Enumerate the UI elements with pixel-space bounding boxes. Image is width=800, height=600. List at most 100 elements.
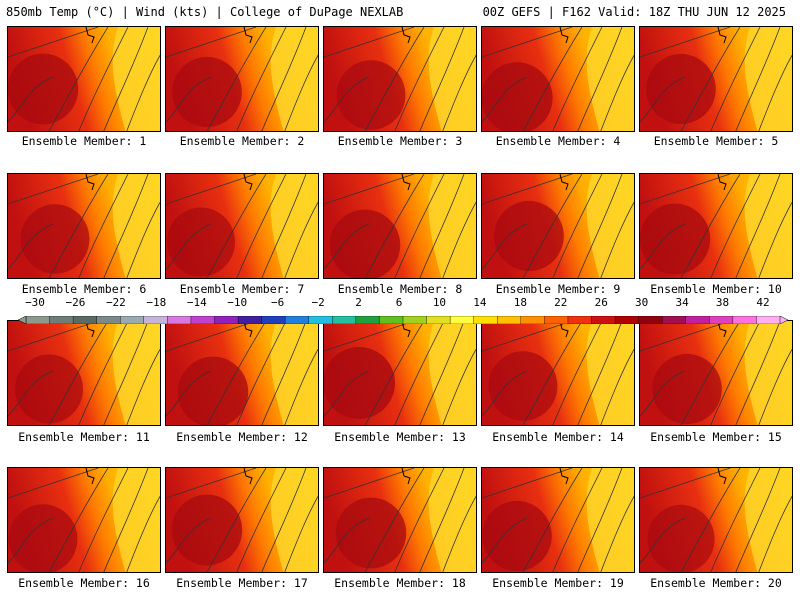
height-contour-line: [324, 223, 370, 270]
colorbar-tick-label: 34: [675, 296, 689, 309]
colorbar-tick-label: 22: [554, 296, 568, 309]
height-contour-line: [710, 174, 761, 278]
colorbar-segment: [402, 315, 428, 325]
cooler-region: [270, 174, 318, 278]
ensemble-member-label: Ensemble Member: 13: [334, 430, 466, 444]
colorbar-segment: [614, 315, 640, 325]
height-contour-line: [166, 76, 212, 123]
temperature-colorbar: [17, 309, 789, 325]
height-contour-line: [552, 174, 603, 278]
temperature-field-map: [324, 27, 476, 131]
colorbar-low-arrow: [17, 315, 27, 325]
temperature-field-map: [166, 27, 318, 131]
height-contour-line: [284, 495, 318, 572]
cooler-region: [428, 321, 476, 425]
coastline: [559, 468, 569, 485]
colorbar-segment: [72, 315, 98, 325]
ensemble-member-panel: [165, 320, 319, 426]
height-contour-line: [600, 495, 634, 572]
colorbar-segment: [591, 315, 616, 325]
colorbar-tick-label: 14: [473, 296, 487, 309]
height-contour-line: [261, 27, 307, 131]
temperature-field-map: [482, 174, 634, 278]
height-contour-line: [758, 201, 792, 278]
height-contour-line: [126, 201, 160, 278]
coastline: [401, 468, 411, 485]
coastline: [401, 27, 411, 44]
height-contour-line: [364, 27, 425, 131]
height-contour-line: [600, 54, 634, 131]
ensemble-member-panel: [7, 320, 161, 426]
coastline: [243, 321, 253, 338]
warm-core-region: [15, 354, 83, 424]
height-contour-line: [261, 174, 307, 278]
colorbar-tick-label: −18: [146, 296, 167, 309]
temperature-field-map: [166, 468, 318, 572]
height-contour-line: [48, 468, 109, 572]
ensemble-member-label: Ensemble Member: 1: [21, 134, 147, 148]
colorbar-segment: [49, 315, 74, 325]
ensemble-member-label: Ensemble Member: 9: [495, 282, 621, 296]
cooler-region: [744, 321, 792, 425]
height-contour-line: [680, 27, 741, 131]
height-contour-line: [522, 321, 583, 425]
coastline: [717, 27, 727, 44]
height-contour-line: [8, 321, 99, 352]
height-contour-line: [482, 517, 528, 564]
colorbar-segment: [308, 315, 334, 325]
height-contour-line: [394, 321, 445, 425]
coastline: [401, 174, 411, 191]
temperature-field-map: [640, 174, 792, 278]
height-contour-line: [78, 468, 129, 572]
colorbar-tick-label: −22: [105, 296, 126, 309]
colorbar-high-arrow: [779, 315, 789, 325]
height-contour-line: [166, 370, 212, 417]
ensemble-member-panel: [639, 467, 793, 573]
height-contour-line: [710, 27, 761, 131]
height-contour-line: [394, 174, 445, 278]
height-contour-line: [419, 468, 465, 572]
warm-core-region: [482, 62, 553, 131]
height-contour-line: [126, 495, 160, 572]
ensemble-member-panel: [481, 26, 635, 132]
colorbar-segment: [732, 315, 758, 325]
height-contour-line: [236, 27, 287, 131]
height-contour-line: [577, 174, 623, 278]
ensemble-member-panel: [481, 173, 635, 279]
height-contour-line: [166, 468, 257, 499]
ensemble-member-panel: [639, 173, 793, 279]
cooler-region: [112, 174, 160, 278]
cooler-region: [744, 27, 792, 131]
coastline: [85, 321, 95, 338]
ensemble-member-panel: [481, 467, 635, 573]
temperature-field-map: [166, 174, 318, 278]
cooler-region: [112, 468, 160, 572]
height-contour-line: [577, 27, 623, 131]
ensemble-member-panel: [639, 26, 793, 132]
height-contour-line: [166, 27, 257, 58]
colorbar-tick-label: 18: [513, 296, 527, 309]
colorbar-tick-label: 30: [635, 296, 649, 309]
height-contour-line: [126, 348, 160, 425]
warm-core-region: [8, 504, 78, 572]
height-contour-line: [78, 321, 129, 425]
warm-core-region: [172, 56, 242, 128]
cooler-region: [586, 468, 634, 572]
height-contour-line: [735, 468, 781, 572]
height-contour-line: [522, 174, 583, 278]
ensemble-member-panel: [323, 26, 477, 132]
coastline: [559, 174, 569, 191]
height-contour-line: [166, 321, 257, 352]
colorbar-tick-label: 10: [432, 296, 447, 309]
height-contour-line: [78, 27, 129, 131]
coastline: [401, 321, 411, 338]
colorbar-segment: [567, 315, 593, 325]
temperature-field-map: [8, 27, 160, 131]
height-contour-line: [324, 517, 370, 564]
height-contour-line: [48, 27, 109, 131]
cooler-region: [270, 27, 318, 131]
warm-core-region: [167, 207, 235, 277]
height-contour-line: [364, 174, 425, 278]
ensemble-member-label: Ensemble Member: 3: [337, 134, 463, 148]
coastline: [717, 468, 727, 485]
